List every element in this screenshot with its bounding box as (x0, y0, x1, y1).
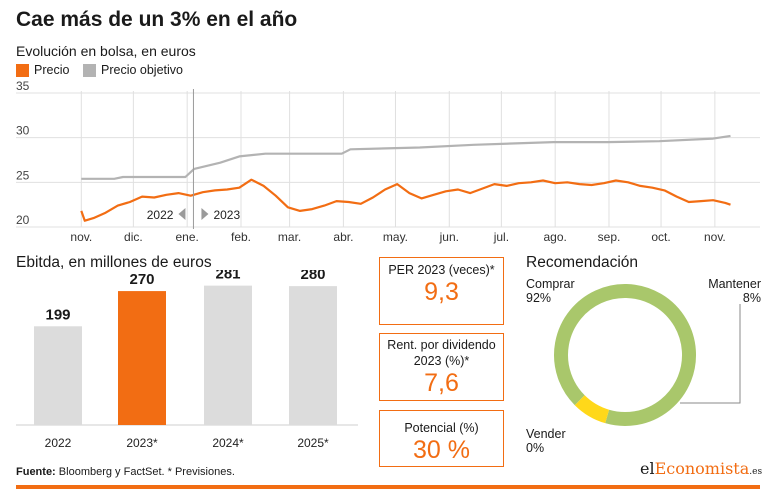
year-divider-annotation: 2022 2023 (147, 89, 240, 229)
series-line-price (80, 178, 731, 222)
y-tick-label: 25 (16, 168, 30, 182)
x-tick-label: nov. (70, 230, 92, 244)
label-sell-name: Vender (526, 427, 566, 441)
line-chart-series (80, 134, 731, 222)
bar-category-label: 2023* (126, 436, 158, 450)
logo-accent: Economista (654, 459, 750, 478)
bar-value-label: 281 (215, 270, 240, 283)
label-buy: Comprar 92% (526, 277, 575, 305)
x-tick-label: sep. (598, 230, 621, 244)
chart-subtitle: Evolución en bolsa, en euros (16, 43, 196, 59)
label-hold-name: Mantener (708, 277, 761, 291)
kpi-dividend-yield: Rent. por dividendo 2023 (%)* 7,6 (379, 333, 504, 401)
x-tick-label: ago. (543, 230, 566, 244)
price-line-chart: 20 25 30 35 nov. dic. ene. feb. mar. abr. may. jun… (16, 79, 760, 244)
legend-swatch-price (16, 63, 29, 77)
bar-value-label: 280 (300, 270, 325, 283)
x-tick-label: jul. (493, 230, 509, 244)
x-tick-label: ene. (176, 230, 199, 244)
bar-value-label: 270 (129, 271, 154, 288)
series-line-target-price (81, 134, 731, 180)
label-hold: Mantener 8% (705, 277, 761, 305)
y-tick-label: 35 (16, 79, 30, 93)
ebitda-title: Ebitda, en millones de euros (16, 254, 212, 271)
footer-rule (16, 485, 760, 489)
logo-suffix: .es (749, 467, 763, 477)
recommendation-title: Recomendación (526, 254, 639, 271)
donut-slice-mantener (574, 395, 610, 424)
kpi-potential-value: 30 % (413, 436, 470, 464)
legend-label-price: Precio (34, 63, 70, 77)
x-tick-label: dic. (124, 230, 143, 244)
line-chart-y-ticks: 20 25 30 35 (16, 79, 30, 227)
x-tick-label: mar. (278, 230, 301, 244)
label-buy-value: 92% (526, 291, 552, 305)
x-tick-label: feb. (231, 230, 251, 244)
logo-prefix: el (640, 459, 655, 478)
recommendation-donut-chart (554, 284, 741, 426)
source-note: Fuente: Bloomberg y FactSet. * Prevision… (16, 466, 235, 478)
legend-item-target-price: Precio objetivo (83, 63, 183, 77)
source-label: Fuente: (16, 466, 56, 478)
line-chart-x-ticks: nov. dic. ene. feb. mar. abr. may. jun. jul. ago.… (70, 230, 725, 244)
legend-label-target-price: Precio objetivo (101, 63, 183, 77)
label-hold-value: 8% (742, 291, 761, 305)
annotation-year-2022: 2022 (147, 208, 174, 222)
ebitda-bar-chart: 199 2022 270 2023* 281 2024* 280 2025* (16, 270, 358, 450)
y-tick-label: 30 (16, 124, 30, 138)
bar-category-label: 2024* (212, 436, 244, 450)
line-chart-grid (16, 91, 760, 228)
label-buy-name: Comprar (526, 277, 575, 291)
source-text: Bloomberg y FactSet. * Previsiones. (58, 466, 235, 478)
kpi-per-value: 9,3 (424, 278, 459, 306)
x-tick-label: oct. (651, 230, 670, 244)
annotation-year-2023: 2023 (213, 208, 240, 222)
y-tick-label: 20 (16, 213, 30, 227)
kpi-dividend-yield-label: Rent. por dividendo 2023 (%)* (387, 338, 496, 368)
bar-2024 (204, 285, 252, 425)
label-sell: Vender 0% (526, 427, 566, 455)
legend-item-price: Precio (16, 63, 69, 77)
kpi-potential: Potencial (%) 30 % (379, 410, 504, 467)
bar-2025 (289, 286, 337, 425)
bar-2023 (118, 291, 166, 425)
chart-title: Cae más de un 3% en el año (16, 8, 298, 31)
label-sell-value: 0% (526, 441, 545, 455)
bar-category-label: 2025* (297, 436, 329, 450)
hold-leader-line (680, 304, 741, 404)
bar-value-label: 199 (45, 306, 70, 323)
kpi-per: PER 2023 (veces)* 9,3 (379, 257, 504, 325)
kpi-per-label: PER 2023 (veces)* (388, 263, 495, 277)
legend-swatch-target-price (83, 63, 96, 77)
x-tick-label: may. (383, 230, 408, 244)
kpi-potential-label: Potencial (%) (404, 421, 479, 435)
x-tick-label: abr. (333, 230, 353, 244)
x-tick-label: nov. (704, 230, 726, 244)
donut-slice-comprar (554, 284, 697, 426)
arrow-left-icon (178, 208, 186, 220)
arrow-right-icon (201, 208, 209, 220)
x-tick-label: jun. (439, 230, 459, 244)
publisher-logo: elEconomista.es (640, 459, 762, 478)
bar-2022 (34, 326, 82, 425)
kpi-dividend-yield-value: 7,6 (424, 369, 459, 397)
bar-category-label: 2022 (45, 436, 72, 450)
